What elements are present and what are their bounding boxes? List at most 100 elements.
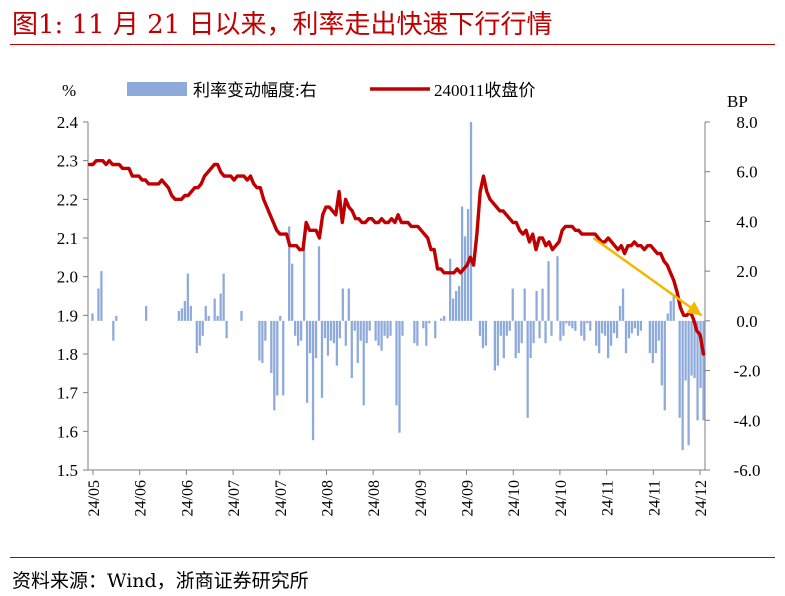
bar (398, 320, 401, 433)
bar (240, 310, 243, 321)
x-tick-label: 24/06 (179, 480, 196, 516)
bar (624, 320, 628, 354)
bar (454, 291, 458, 321)
x-tick-label: 24/07 (273, 480, 290, 516)
bar (344, 320, 347, 346)
bar (353, 320, 356, 331)
bar (609, 320, 613, 346)
bar (547, 261, 550, 321)
bar (204, 305, 207, 321)
bar (225, 320, 228, 339)
left-tick-label: 1.5 (57, 461, 78, 480)
bar (562, 320, 565, 336)
bar (338, 320, 341, 339)
bar (416, 320, 419, 346)
chart-axes: % BP 2.4 2.3 2.2 2.1 2.0 1.9 1.8 1.7 1.6 1.5 8.0 6.0 4… (57, 81, 761, 516)
bar (556, 256, 559, 321)
figure-title: 图1: 11 月 21 日以来，利率走出快速下行行情 (12, 10, 553, 40)
bar (282, 320, 285, 396)
bar (308, 320, 312, 354)
arrow-head (686, 301, 702, 316)
bar (517, 320, 520, 354)
bar (657, 320, 660, 341)
bar (660, 320, 663, 386)
bar (505, 320, 508, 336)
bar (568, 320, 571, 326)
x-tick-label: 24/06 (133, 480, 150, 516)
bar (672, 296, 675, 321)
bar (297, 320, 300, 346)
bar (535, 291, 538, 321)
right-axis-unit: BP (727, 92, 748, 111)
bar (586, 320, 589, 324)
bar (112, 320, 115, 341)
bar (201, 320, 204, 336)
bar (305, 320, 309, 403)
bar (320, 320, 324, 398)
legend-bar-label: 利率变动幅度:右 (193, 81, 317, 100)
bar (317, 246, 321, 321)
bar (648, 320, 651, 354)
bar (219, 293, 222, 321)
bar (583, 320, 586, 341)
bar (198, 320, 201, 346)
bar (612, 320, 616, 334)
bar (520, 320, 523, 344)
bar (604, 320, 607, 336)
bar (589, 320, 592, 331)
x-tick-label: 24/10 (553, 480, 570, 516)
bar (478, 320, 482, 336)
bar (529, 320, 532, 359)
bar (449, 258, 452, 321)
bar (195, 320, 198, 354)
bar (526, 320, 529, 418)
bar (630, 320, 634, 334)
left-axis-unit: % (62, 81, 76, 100)
bar (618, 305, 622, 321)
left-tick-label: 1.7 (57, 384, 79, 403)
bar (97, 288, 100, 321)
bar (261, 320, 264, 364)
bar (538, 320, 541, 339)
title-divider (10, 44, 775, 45)
rate-change-bars (91, 122, 705, 451)
x-tick-label: 24/10 (506, 480, 523, 516)
bar (294, 320, 297, 336)
bar (496, 320, 499, 366)
price-line-path (87, 158, 706, 356)
bar (377, 320, 380, 346)
bar (189, 305, 192, 321)
bar (380, 320, 383, 351)
bar (368, 320, 371, 331)
bar (606, 320, 610, 359)
bar (580, 320, 583, 336)
bar (359, 320, 362, 341)
source-note: 资料来源：Wind，浙商证券研究所 (12, 570, 309, 592)
bar (335, 320, 339, 366)
bar (654, 320, 657, 354)
bar (514, 320, 517, 359)
left-tick-label: 2.2 (57, 190, 78, 209)
right-tick-label: -6.0 (734, 461, 761, 480)
bar (389, 320, 392, 336)
bar (574, 320, 577, 331)
x-tick-label: 24/05 (86, 480, 103, 516)
x-tick-label: 24/12 (693, 480, 710, 516)
bar (699, 320, 702, 388)
x-tick-label: 24/08 (319, 480, 336, 516)
left-tick-label: 1.9 (57, 306, 78, 325)
bar (678, 320, 681, 418)
bar (177, 310, 181, 321)
left-tick-label: 1.8 (57, 345, 78, 364)
bar (443, 315, 446, 321)
bar (264, 320, 267, 341)
bar (469, 122, 473, 321)
bar (401, 320, 404, 336)
bar (365, 320, 368, 344)
bar (115, 315, 118, 321)
right-tick-label: -2.0 (734, 362, 761, 381)
bar (279, 315, 282, 321)
price-line (87, 158, 706, 356)
bar-line-chart: % BP 2.4 2.3 2.2 2.1 2.0 1.9 1.8 1.7 1.6 1.5 8.0 6.0 4… (57, 81, 761, 516)
bar (702, 320, 705, 421)
